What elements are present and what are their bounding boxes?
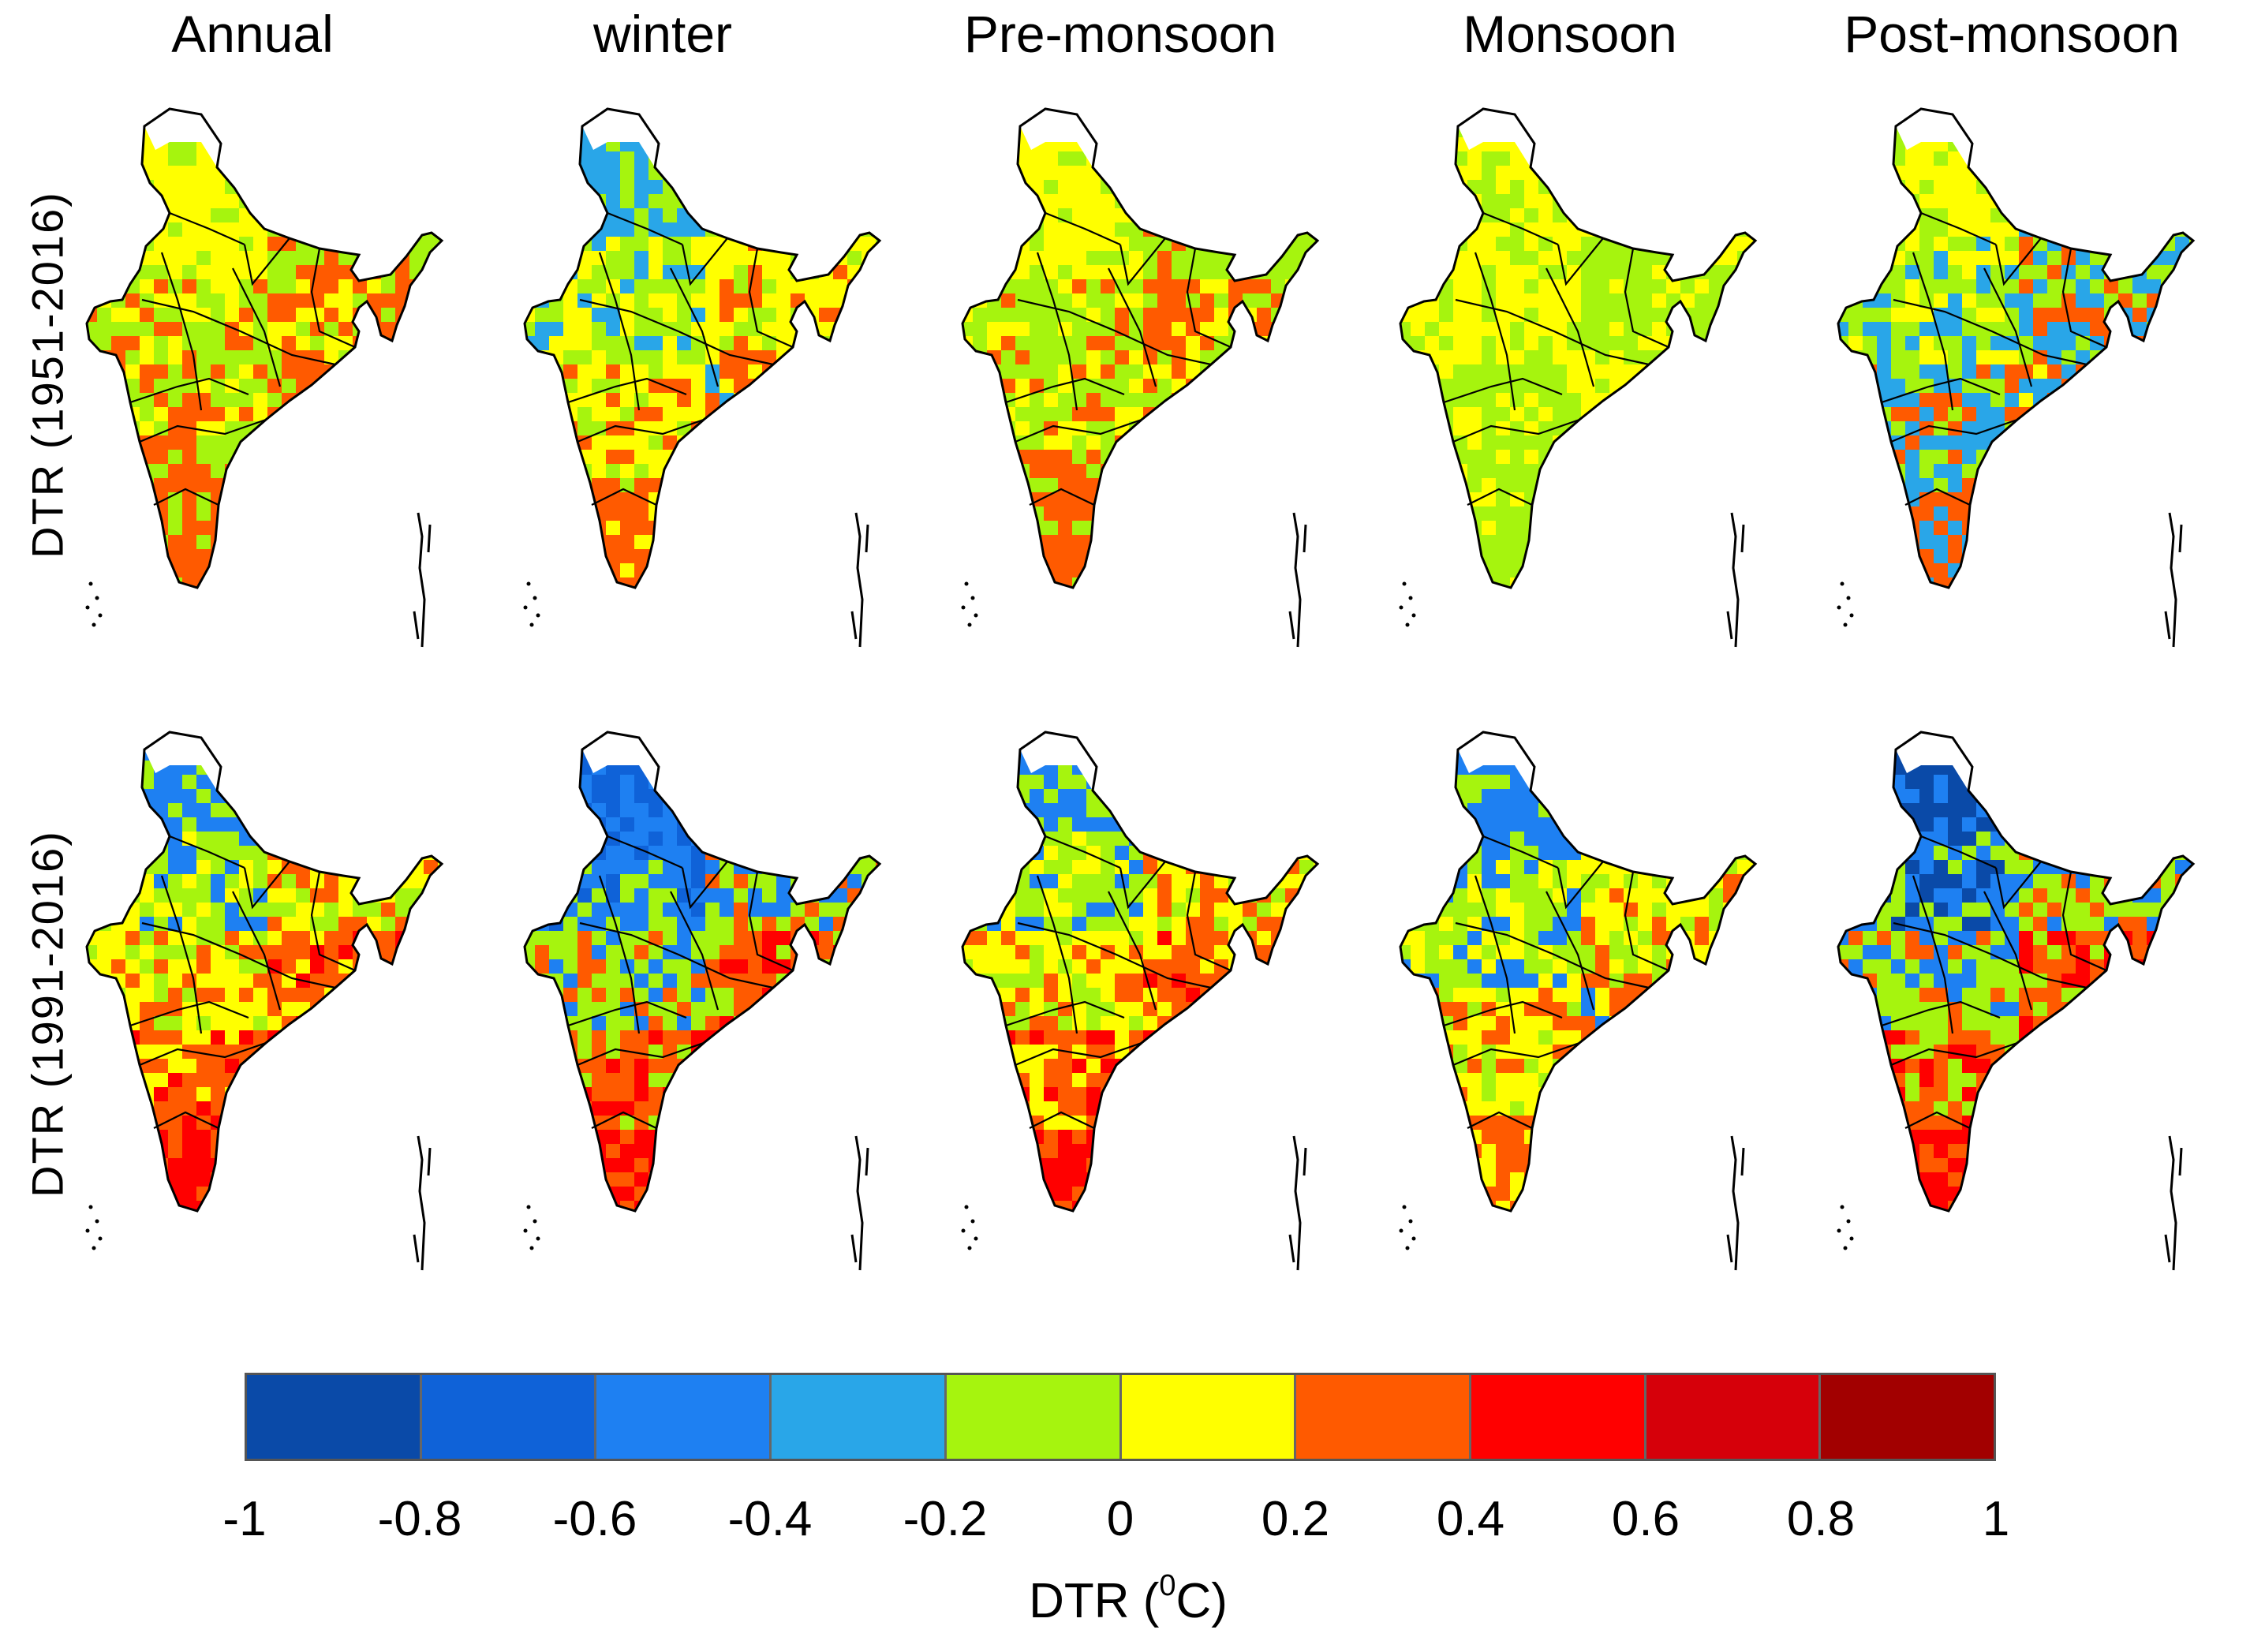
colorbar-swatch <box>772 1375 947 1459</box>
colorbar-tick: 1 <box>1982 1492 2010 1546</box>
colorbar-swatch <box>1296 1375 1471 1459</box>
column-title-winter: winter <box>592 5 733 63</box>
colorbar-swatch <box>596 1375 772 1459</box>
india-map <box>961 731 1320 1271</box>
column-title-post-monsoon: Post-monsoon <box>1844 5 2180 63</box>
colorbar-swatch <box>247 1375 422 1459</box>
map-panel <box>959 718 1385 1325</box>
map-panel <box>1396 95 1822 702</box>
map-panel <box>521 95 947 702</box>
map-panel <box>83 718 509 1325</box>
map-panel <box>1834 718 2260 1325</box>
colorbar-swatch <box>946 1375 1122 1459</box>
colorbar-tick: 0.6 <box>1611 1492 1680 1546</box>
map-panel <box>521 718 947 1325</box>
colorbar-swatch <box>1121 1375 1297 1459</box>
map-panel <box>959 95 1385 702</box>
india-map <box>1837 107 2196 648</box>
row-label-text: DTR (1951-2016) <box>22 191 73 559</box>
colorbar-tick: 0.4 <box>1436 1492 1505 1546</box>
india-map <box>1837 731 2196 1271</box>
colorbar-label: DTR (0C) <box>1029 1569 1228 1628</box>
india-map <box>961 107 1320 648</box>
colorbar-tick: -0.4 <box>727 1492 813 1546</box>
map-panel <box>83 95 509 702</box>
colorbar-tick: 0.2 <box>1261 1492 1330 1546</box>
colorbar <box>245 1373 1996 1461</box>
column-title-pre-monsoon: Pre-monsoon <box>963 5 1277 63</box>
column-title-monsoon: Monsoon <box>1463 5 1677 63</box>
colorbar-tick: -0.8 <box>377 1492 462 1546</box>
map-panel <box>1834 95 2260 702</box>
india-map <box>1399 107 1758 648</box>
column-title-annual: Annual <box>171 5 334 63</box>
colorbar-tick: -0.6 <box>552 1492 637 1546</box>
india-map <box>523 731 882 1271</box>
india-map <box>1399 731 1758 1271</box>
colorbar-swatch <box>421 1375 597 1459</box>
india-map <box>85 731 444 1271</box>
colorbar-tick: -0.2 <box>903 1492 988 1546</box>
colorbar-swatch <box>1646 1375 1822 1459</box>
colorbar-tick: 0.8 <box>1786 1492 1856 1546</box>
india-map <box>85 107 444 648</box>
colorbar-tick: 0 <box>1106 1492 1134 1546</box>
india-map <box>523 107 882 648</box>
map-panel <box>1396 718 1822 1325</box>
row-label-text: DTR (1991-2016) <box>22 830 73 1198</box>
colorbar-tick: -1 <box>222 1492 267 1546</box>
colorbar-swatch <box>1821 1375 1994 1459</box>
colorbar-swatch <box>1471 1375 1646 1459</box>
